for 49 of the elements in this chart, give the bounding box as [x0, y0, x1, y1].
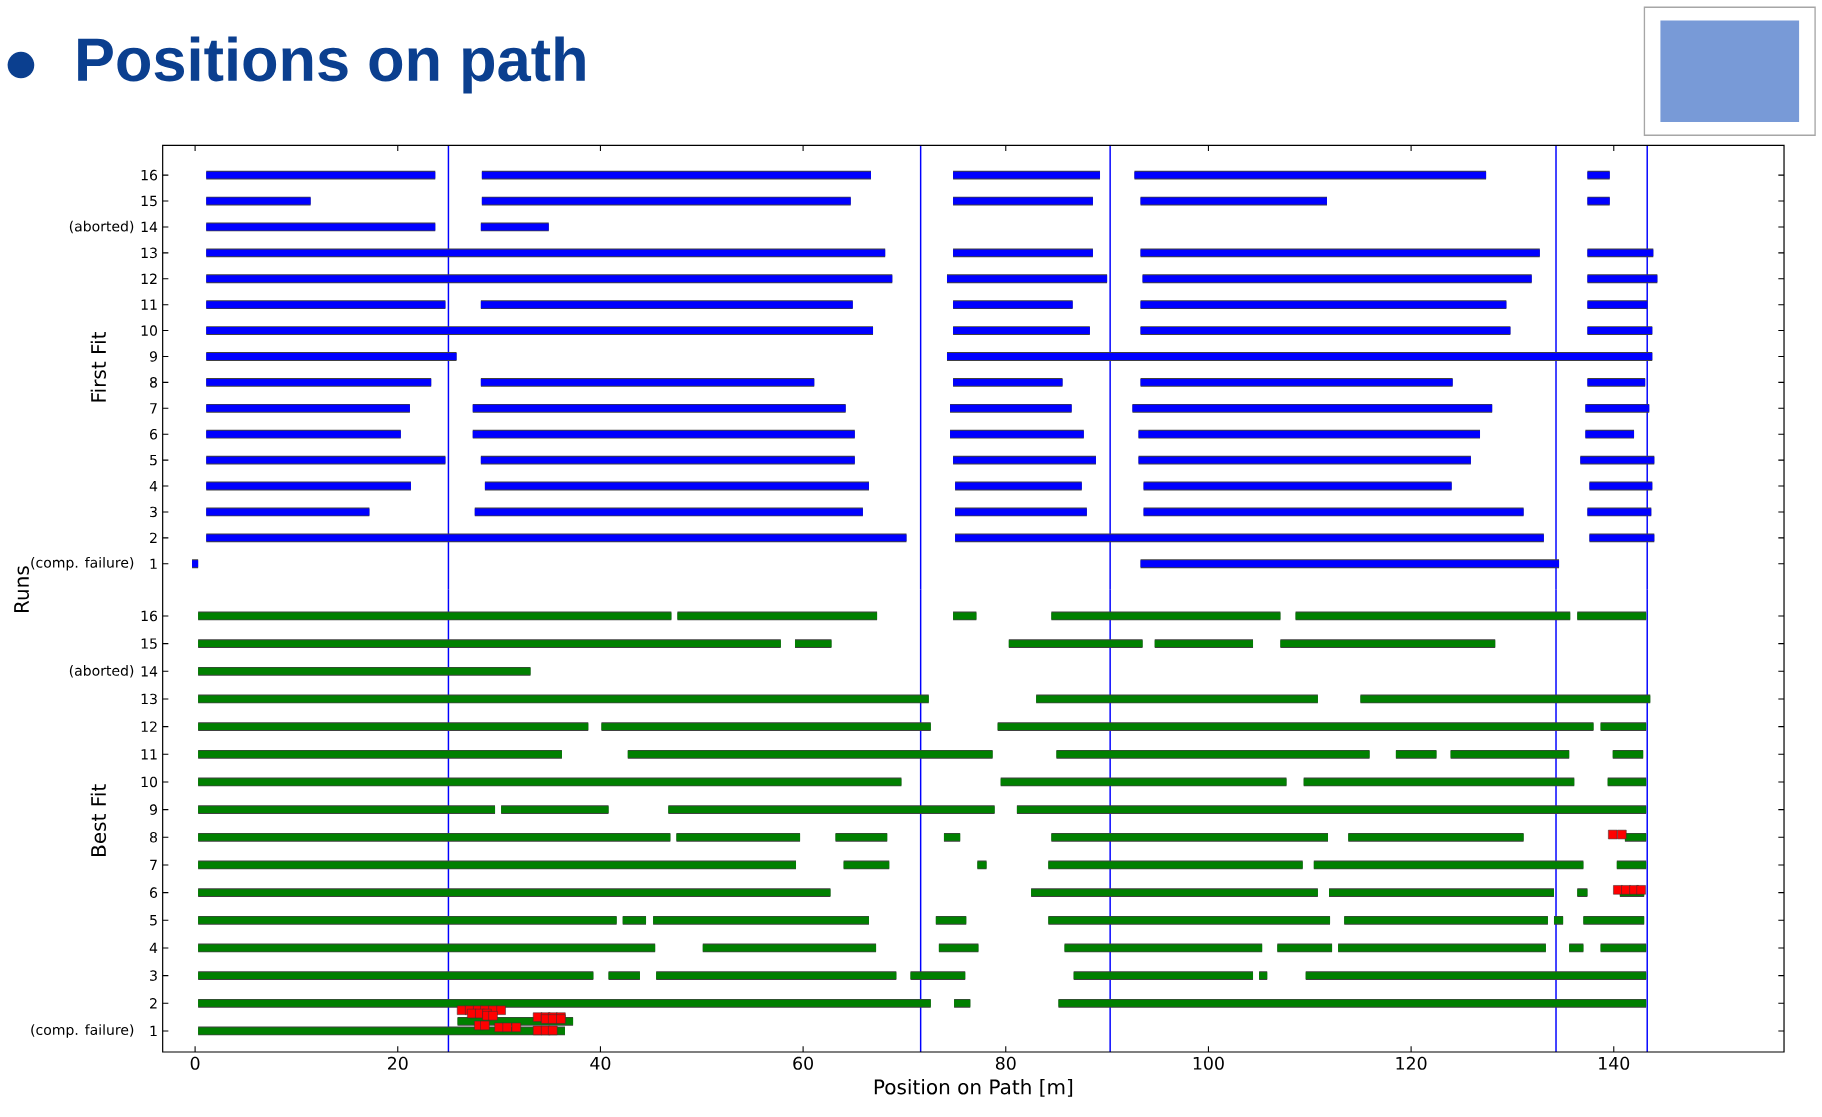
chart-title: Positions on path: [78, 36, 585, 94]
y-tick-label: 14: [141, 666, 158, 677]
x-tick-label: 40: [590, 1056, 611, 1070]
y-tick-label: 10: [141, 325, 158, 336]
x-tick-label: 120: [1396, 1056, 1427, 1070]
y-tick-label: 13: [141, 247, 157, 259]
y-tick-label: 16: [141, 169, 158, 181]
y-tick-label: 7: [150, 403, 157, 414]
y-axis-title: Best Fit: [90, 784, 107, 856]
text: (aborted): [69, 220, 134, 234]
y-tick-label: 2: [150, 532, 157, 544]
text: (comp. failure): [31, 1024, 134, 1038]
y-tick-label: 7: [150, 859, 157, 871]
x-tick-label: 60: [793, 1056, 813, 1070]
y-tick-label: 16: [141, 610, 158, 622]
y-tick-label: 4: [149, 942, 158, 954]
x-tick-label: 20: [388, 1056, 408, 1070]
y-tick-label: 5: [150, 915, 157, 926]
y-axis-title: First Fit: [90, 332, 107, 402]
y-tick-label: 5: [150, 454, 157, 466]
y-tick-label: 1: [150, 1025, 157, 1037]
y-tick-label: 9: [149, 804, 157, 815]
y-tick-label: 8: [149, 832, 157, 843]
y-tick-label: 2: [150, 998, 157, 1009]
y-tick-label: 11: [141, 299, 157, 310]
y-tick-label: 6: [150, 887, 158, 898]
y-tick-label: 8: [149, 377, 157, 388]
y-tick-label: 1: [150, 558, 157, 569]
x-tick-label: 100: [1193, 1056, 1224, 1070]
x-tick-label: 80: [995, 1056, 1016, 1070]
x-tick-label: 140: [1599, 1056, 1630, 1070]
y-tick-label: 12: [141, 721, 157, 732]
text: (comp. failure): [31, 556, 134, 571]
y-tick-label: 14: [141, 221, 158, 233]
y-tick-label: 3: [150, 506, 157, 518]
text: Runs: [14, 566, 30, 613]
y-tick-label: 15: [141, 638, 157, 649]
text: (aborted): [69, 665, 134, 678]
x-axis-title: Position on Path [m]: [874, 1078, 1073, 1097]
y-tick-label: 4: [149, 480, 158, 492]
y-tick-label: 9: [149, 351, 157, 362]
x-tick-label: 0: [190, 1056, 200, 1070]
y-tick-label: 15: [141, 195, 157, 207]
y-tick-label: 12: [141, 273, 157, 284]
y-tick-label: 10: [141, 776, 158, 788]
y-tick-label: 11: [141, 749, 157, 760]
y-tick-label: 6: [150, 428, 158, 440]
y-tick-label: 3: [150, 970, 157, 981]
y-tick-label: 13: [141, 693, 157, 705]
